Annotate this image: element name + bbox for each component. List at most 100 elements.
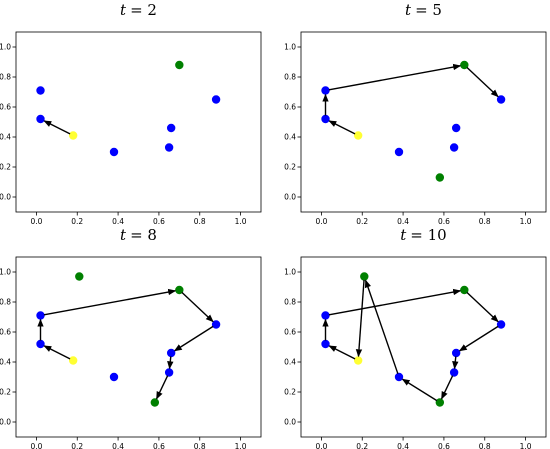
x-tick-label: 0.0 xyxy=(30,217,42,226)
y-tick-label: 1.0 xyxy=(284,268,296,277)
data-point xyxy=(451,123,461,133)
x-tick-label: 0.4 xyxy=(112,217,124,226)
data-point xyxy=(360,272,369,281)
x-tick-label: 0.8 xyxy=(479,217,491,226)
x-tick-label: 0.2 xyxy=(356,442,368,449)
panel-3: t = 8 0.0 0.2 0.4 0.6 0.8 1.0 0.0 0.2 0.4 0.6 0.8 1.… xyxy=(0,226,262,449)
path-arrow xyxy=(458,325,499,352)
y-tick-label: 0.4 xyxy=(284,133,296,142)
x-tick-label: 0.6 xyxy=(153,442,165,449)
path-arrow xyxy=(173,325,214,352)
data-point xyxy=(75,272,84,281)
data-point xyxy=(353,131,363,140)
data-point xyxy=(36,311,45,320)
path-arrow xyxy=(355,279,365,358)
data-point xyxy=(435,398,445,407)
y-tick-label: 0.2 xyxy=(284,388,296,397)
data-point xyxy=(68,131,78,140)
path-arrow xyxy=(43,345,71,360)
y-tick-label: 0.2 xyxy=(0,388,11,397)
y-tick-label: 0.0 xyxy=(0,418,11,427)
data-point xyxy=(175,285,184,295)
data-point xyxy=(211,95,221,104)
path-arrow xyxy=(181,291,214,323)
y-tick-label: 0.4 xyxy=(0,133,11,142)
y-tick-label: 0.6 xyxy=(0,328,11,337)
path-arrow xyxy=(328,120,356,135)
axes-frame xyxy=(15,31,262,213)
data-point xyxy=(394,147,404,157)
data-point xyxy=(321,339,330,349)
x-tick-label: 0.6 xyxy=(438,442,450,449)
path-arrow xyxy=(441,375,454,400)
data-point xyxy=(321,114,330,124)
data-point xyxy=(150,398,160,407)
x-tick-label: 0.4 xyxy=(397,217,409,226)
path-arrow xyxy=(401,378,438,402)
data-point xyxy=(496,320,506,329)
panel-title: t = 8 xyxy=(120,226,157,244)
y-tick-label: 0.8 xyxy=(284,73,296,82)
path-arrow xyxy=(466,66,499,98)
data-point xyxy=(166,123,176,133)
path-arrow xyxy=(156,375,169,400)
y-tick-label: 1.0 xyxy=(284,43,296,52)
panel-title: t = 5 xyxy=(405,1,442,19)
data-point xyxy=(451,348,461,358)
y-tick-label: 0.6 xyxy=(0,103,11,112)
path-arrow xyxy=(328,63,462,91)
data-point xyxy=(449,368,459,377)
data-point xyxy=(435,173,445,182)
data-point xyxy=(36,86,45,95)
path-arrow xyxy=(167,356,174,370)
y-tick-label: 0.8 xyxy=(0,73,11,82)
x-tick-label: 0.8 xyxy=(194,217,206,226)
path-arrow xyxy=(452,356,459,370)
y-tick-label: 0.2 xyxy=(284,163,296,172)
axes-frame xyxy=(300,256,547,438)
data-point xyxy=(321,311,330,320)
x-tick-label: 0.4 xyxy=(112,442,124,449)
data-point xyxy=(166,348,176,358)
y-tick-label: 0.6 xyxy=(284,328,296,337)
axes-frame xyxy=(300,31,547,213)
data-point xyxy=(109,372,119,382)
y-tick-label: 1.0 xyxy=(0,43,11,52)
y-tick-label: 1.0 xyxy=(0,268,11,277)
panel-title: t = 10 xyxy=(400,226,446,244)
x-tick-label: 0.2 xyxy=(356,217,368,226)
path-arrow xyxy=(43,288,177,316)
x-tick-label: 0.4 xyxy=(397,442,409,449)
y-tick-label: 0.4 xyxy=(284,358,296,367)
x-tick-label: 0.0 xyxy=(315,442,327,449)
path-arrow xyxy=(328,345,356,360)
panel-title: t = 2 xyxy=(120,1,157,19)
x-tick-label: 0.6 xyxy=(153,217,165,226)
data-point xyxy=(68,356,78,365)
x-tick-label: 0.8 xyxy=(194,442,206,449)
panel-1: t = 2 0.0 0.2 0.4 0.6 0.8 1.0 0.0 0.2 0.4 0.6 0.8 1.… xyxy=(0,1,262,226)
y-tick-label: 0.0 xyxy=(284,193,296,202)
data-point xyxy=(460,285,469,295)
path-arrow xyxy=(43,120,71,135)
data-point xyxy=(449,143,459,152)
data-point xyxy=(175,60,184,70)
data-point xyxy=(211,320,221,329)
x-tick-label: 0.2 xyxy=(71,442,83,449)
data-point xyxy=(460,60,469,70)
y-tick-label: 0.8 xyxy=(284,298,296,307)
x-tick-label: 0.8 xyxy=(479,442,491,449)
x-tick-label: 1.0 xyxy=(520,442,532,449)
y-tick-label: 0.0 xyxy=(0,193,11,202)
y-tick-label: 0.8 xyxy=(0,298,11,307)
data-point xyxy=(164,368,174,377)
data-point xyxy=(321,86,330,95)
axes-frame xyxy=(15,256,262,438)
data-point xyxy=(36,114,45,124)
y-tick-label: 0.6 xyxy=(284,103,296,112)
path-arrow xyxy=(364,279,399,374)
x-tick-label: 1.0 xyxy=(520,217,532,226)
x-tick-label: 0.0 xyxy=(30,442,42,449)
data-point xyxy=(164,143,174,152)
